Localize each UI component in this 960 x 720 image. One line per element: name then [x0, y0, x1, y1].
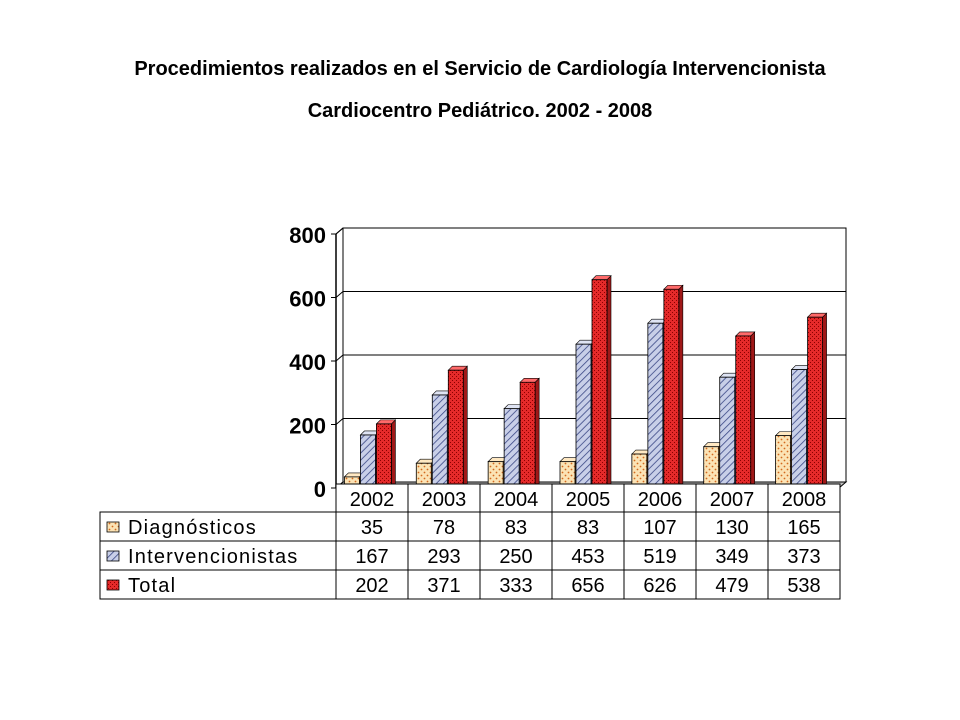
bar-side: [678, 284, 684, 489]
data-label: 519: [643, 546, 676, 568]
bar-total: [663, 288, 680, 489]
y-tick-label: 800: [289, 223, 326, 248]
x-tick-label: 2005: [566, 489, 611, 511]
legend-swatch: [106, 579, 120, 591]
data-label: 538: [787, 575, 820, 597]
bar-intervencionistas: [791, 369, 807, 489]
x-tick-label: 2006: [638, 489, 683, 511]
bar-side: [534, 377, 540, 489]
bar-side: [606, 274, 612, 489]
data-label: 479: [715, 575, 748, 597]
gridline-side: [335, 418, 344, 425]
bar-intervencionistas: [647, 322, 664, 489]
table-header-row: [335, 483, 841, 513]
data-label: 78: [433, 517, 455, 539]
bar-total: [735, 335, 752, 489]
bar-total: [376, 423, 392, 489]
data-label: 107: [643, 517, 676, 539]
bar-side: [391, 419, 396, 489]
bar-side: [822, 312, 827, 489]
data-label: 453: [571, 546, 604, 568]
gridline-side: [335, 354, 344, 362]
bar-total: [519, 381, 536, 489]
bar-diagnósticos: [631, 453, 648, 489]
bar-intervencionistas: [360, 434, 376, 489]
chart-title: Procedimientos realizados en el Servicio…: [134, 58, 826, 80]
x-tick-label: 2003: [422, 489, 467, 511]
x-tick-label: 2007: [710, 489, 755, 511]
bar-total: [591, 279, 608, 489]
legend-swatch: [106, 550, 120, 562]
data-label: 656: [571, 575, 604, 597]
wall-edge: [335, 227, 344, 235]
data-label: 83: [505, 517, 527, 539]
data-label: 165: [787, 517, 820, 539]
bar-total: [807, 316, 823, 489]
data-label: 333: [499, 575, 532, 597]
y-tick-label: 0: [314, 477, 326, 502]
bar-side: [750, 331, 756, 489]
bar-intervencionistas: [719, 376, 736, 489]
y-tick-label: 600: [289, 287, 326, 312]
bar-intervencionistas: [503, 408, 520, 489]
data-label: 349: [715, 546, 748, 568]
data-label: 35: [361, 517, 383, 539]
x-tick-label: 2002: [350, 489, 395, 511]
data-label: 202: [355, 575, 388, 597]
bar-total: [447, 369, 464, 489]
data-label: 293: [427, 546, 460, 568]
chart-subtitle: Cardiocentro Pediátrico. 2002 - 2008: [307, 100, 653, 122]
y-tick-label: 400: [289, 350, 326, 375]
data-label: 626: [643, 575, 676, 597]
bar-intervencionistas: [575, 343, 592, 489]
gridline-side: [335, 291, 344, 298]
bar-diagnósticos: [703, 446, 720, 489]
bar-intervencionistas: [431, 394, 448, 489]
legend-swatch: [106, 521, 120, 533]
legend-label: Total: [128, 575, 176, 597]
data-table: [99, 511, 841, 600]
data-label: 83: [577, 517, 599, 539]
x-tick-label: 2008: [782, 489, 827, 511]
y-tick-label: 200: [289, 414, 326, 439]
legend-label: Diagnósticos: [128, 517, 257, 539]
bar-diagnósticos: [775, 435, 791, 489]
x-tick-label: 2004: [494, 489, 539, 511]
data-label: 371: [427, 575, 460, 597]
data-label: 250: [499, 546, 532, 568]
data-label: 130: [715, 517, 748, 539]
bar-side: [462, 365, 468, 489]
data-label: 167: [355, 546, 388, 568]
legend-label: Intervencionistas: [128, 546, 298, 568]
data-label: 373: [787, 546, 820, 568]
